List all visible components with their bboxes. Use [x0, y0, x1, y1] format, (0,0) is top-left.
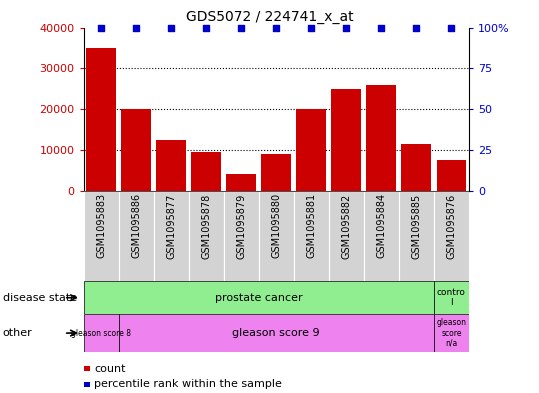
Point — [237, 24, 246, 31]
Point — [447, 24, 456, 31]
Point — [97, 24, 106, 31]
Text: disease state: disease state — [3, 293, 77, 303]
Bar — [119, 191, 154, 281]
Bar — [399, 191, 434, 281]
Bar — [434, 191, 469, 281]
Text: GSM1095878: GSM1095878 — [201, 193, 211, 259]
Text: other: other — [3, 328, 32, 338]
Text: GSM1095885: GSM1095885 — [411, 193, 421, 259]
Text: GSM1095883: GSM1095883 — [96, 193, 106, 259]
Text: GSM1095884: GSM1095884 — [376, 193, 386, 259]
Text: GSM1095879: GSM1095879 — [236, 193, 246, 259]
Point — [132, 24, 140, 31]
Bar — [259, 191, 294, 281]
Bar — [191, 152, 221, 191]
Bar — [437, 160, 466, 191]
Bar — [224, 191, 259, 281]
Text: GSM1095882: GSM1095882 — [341, 193, 351, 259]
Text: GDS5072 / 224741_x_at: GDS5072 / 224741_x_at — [186, 10, 353, 24]
Text: gleason score 9: gleason score 9 — [232, 328, 320, 338]
Point — [377, 24, 386, 31]
Bar — [402, 144, 431, 191]
Text: gleason score 8: gleason score 8 — [71, 329, 131, 338]
Bar — [154, 191, 189, 281]
Bar — [434, 281, 469, 314]
Bar — [294, 191, 329, 281]
Bar — [331, 89, 361, 191]
Point — [202, 24, 211, 31]
Text: GSM1095876: GSM1095876 — [446, 193, 457, 259]
Bar — [86, 48, 116, 191]
Bar — [84, 314, 119, 352]
Bar — [121, 109, 151, 191]
Point — [307, 24, 316, 31]
Text: GSM1095881: GSM1095881 — [306, 193, 316, 259]
Bar — [84, 191, 119, 281]
Bar — [189, 191, 224, 281]
Bar — [119, 314, 434, 352]
Bar — [156, 140, 186, 191]
Point — [167, 24, 176, 31]
Text: percentile rank within the sample: percentile rank within the sample — [94, 379, 282, 389]
Text: count: count — [94, 364, 126, 374]
Text: gleason
score
n/a: gleason score n/a — [437, 318, 466, 348]
Bar — [226, 174, 256, 191]
Text: GSM1095886: GSM1095886 — [131, 193, 141, 259]
Point — [412, 24, 421, 31]
Bar — [367, 84, 396, 191]
Text: prostate cancer: prostate cancer — [215, 293, 302, 303]
Bar — [329, 191, 364, 281]
Point — [272, 24, 281, 31]
Bar — [434, 314, 469, 352]
Bar — [296, 109, 326, 191]
Text: GSM1095877: GSM1095877 — [166, 193, 176, 259]
Point — [342, 24, 351, 31]
Text: contro
l: contro l — [437, 288, 466, 307]
Text: GSM1095880: GSM1095880 — [271, 193, 281, 259]
Bar — [261, 154, 291, 191]
Bar — [364, 191, 399, 281]
